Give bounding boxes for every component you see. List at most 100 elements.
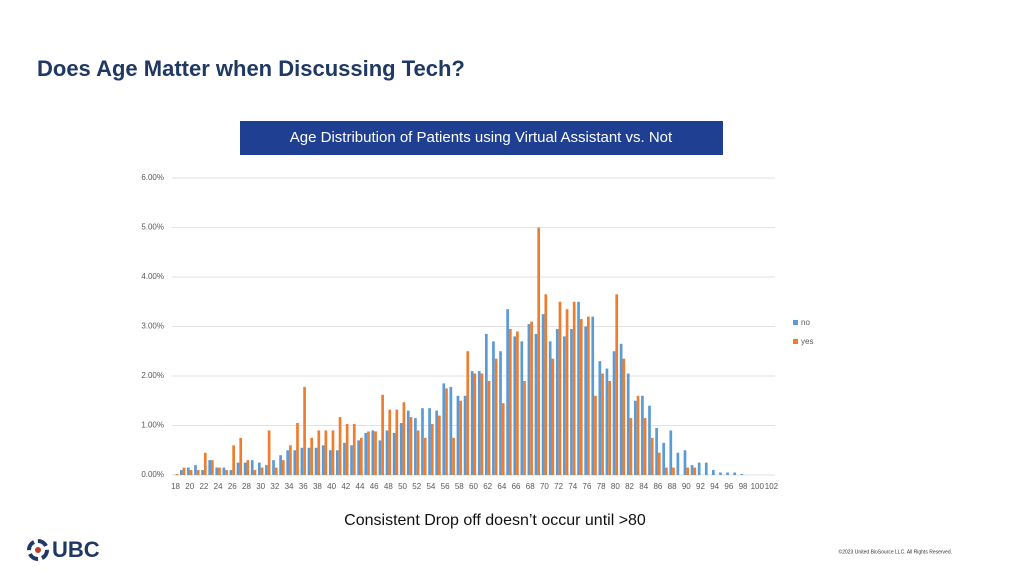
bar (279, 455, 282, 475)
bar (506, 309, 509, 475)
bar (371, 430, 375, 475)
bar (513, 336, 517, 475)
bar (487, 380, 491, 475)
bar (374, 431, 377, 475)
bar (281, 460, 285, 475)
bar (430, 424, 434, 475)
bar (683, 450, 687, 475)
bar (534, 333, 538, 475)
copyright: ©2023 United BioSource LLC. All Rights R… (839, 548, 952, 555)
x-tick-label: 38 (313, 482, 322, 491)
bar (672, 467, 675, 475)
bar (331, 430, 335, 475)
bar (246, 460, 250, 475)
bar (719, 472, 722, 475)
x-tick-label: 54 (426, 482, 435, 491)
bar (338, 417, 342, 475)
bar (484, 333, 488, 475)
bar (579, 319, 583, 475)
bar (452, 437, 455, 475)
bar (232, 445, 235, 475)
bar (388, 409, 392, 475)
bar (399, 423, 403, 475)
x-tick-label: 68 (526, 482, 535, 491)
x-tick-label: 52 (412, 482, 421, 491)
bar (253, 470, 257, 475)
x-tick-label: 64 (497, 482, 506, 491)
bar (555, 328, 559, 475)
bar (218, 467, 221, 475)
bar (378, 440, 382, 475)
x-tick-label: 50 (398, 482, 407, 491)
bar (345, 424, 349, 475)
bar (352, 424, 356, 475)
bar (669, 430, 673, 475)
bar (494, 358, 498, 475)
bar (182, 467, 186, 475)
x-tick-label: 60 (469, 482, 478, 491)
y-tick-label: 3.00% (141, 322, 164, 331)
bar (648, 405, 651, 475)
bar (272, 460, 275, 475)
bar (662, 442, 666, 475)
bar (423, 437, 427, 475)
bar (619, 343, 623, 475)
bar (530, 321, 533, 475)
bar (657, 452, 661, 475)
bar (693, 467, 697, 475)
x-tick-label: 86 (653, 482, 662, 491)
bar (449, 386, 453, 475)
x-tick-label: 98 (739, 482, 748, 491)
bar (328, 450, 332, 475)
bar (317, 430, 321, 475)
bar (733, 472, 736, 475)
x-tick-label: 58 (455, 482, 464, 491)
x-tick-label: 24 (214, 482, 223, 491)
x-tick-label: 100 (751, 482, 765, 491)
bar (409, 417, 413, 475)
legend-label: no (801, 318, 810, 327)
bar (558, 301, 562, 475)
x-tick-label: 88 (668, 482, 677, 491)
y-tick-label: 4.00% (141, 272, 164, 281)
bar (633, 400, 637, 475)
bar (274, 467, 278, 475)
x-tick-label: 48 (384, 482, 393, 491)
bar (459, 400, 463, 475)
x-tick-label: 70 (540, 482, 549, 491)
bar (612, 351, 616, 475)
bar (501, 403, 505, 475)
bar (392, 432, 396, 475)
bar (697, 462, 701, 475)
bar (516, 331, 519, 475)
bar (296, 423, 299, 475)
bar (208, 460, 212, 475)
bar (406, 410, 410, 475)
bar (520, 341, 524, 475)
x-tick-label: 76 (583, 482, 592, 491)
x-tick-label: 28 (242, 482, 251, 491)
bar (622, 358, 626, 475)
bar (601, 373, 604, 475)
bar (286, 450, 290, 475)
bar (303, 386, 306, 475)
bar (641, 395, 644, 475)
x-tick-label: 36 (299, 482, 308, 491)
bar (565, 309, 569, 475)
x-tick-label: 56 (441, 482, 450, 491)
bar (211, 460, 214, 475)
bar (643, 418, 647, 475)
bar (636, 395, 640, 475)
bar (194, 465, 197, 475)
legend-label: yes (801, 337, 813, 346)
x-tick-label: 46 (370, 482, 379, 491)
x-tick-label: 22 (199, 482, 208, 491)
bar (428, 408, 431, 475)
slide-title: Does Age Matter when Discussing Tech? (37, 56, 465, 81)
bar (473, 373, 477, 475)
bar (541, 314, 545, 475)
logo-dot (35, 547, 41, 553)
